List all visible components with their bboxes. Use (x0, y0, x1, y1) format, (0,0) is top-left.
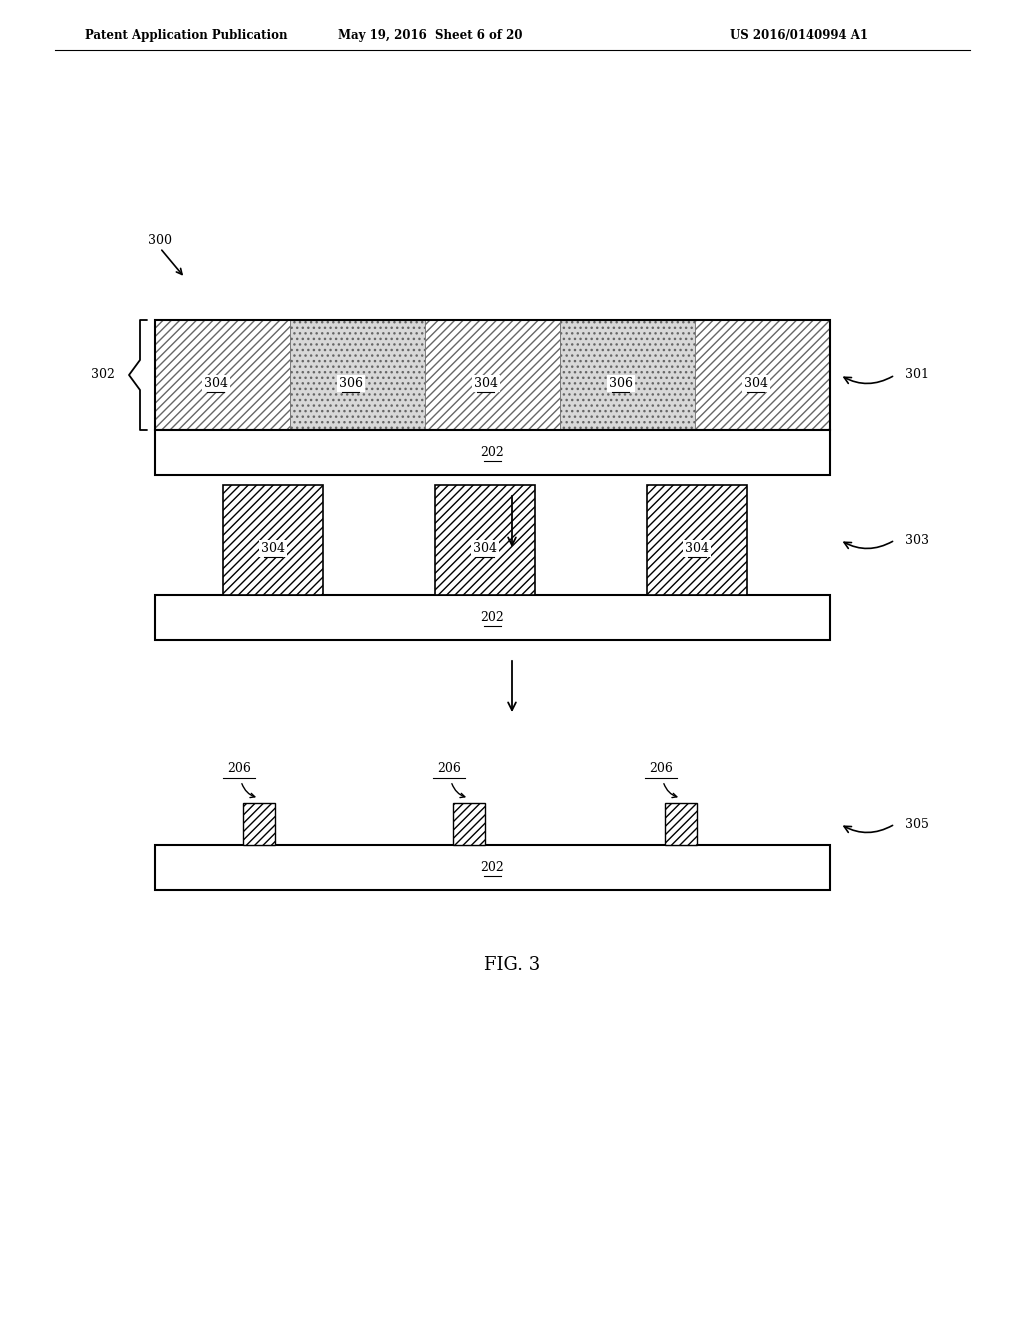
Text: 304: 304 (685, 543, 709, 556)
Text: Patent Application Publication: Patent Application Publication (85, 29, 288, 41)
Bar (695, 319, 830, 430)
Text: 202: 202 (480, 611, 505, 624)
Text: May 19, 2016  Sheet 6 of 20: May 19, 2016 Sheet 6 of 20 (338, 29, 522, 41)
Text: 304: 304 (261, 543, 285, 556)
Text: FIG. 3: FIG. 3 (484, 956, 540, 974)
Text: 300: 300 (148, 234, 172, 247)
Text: 202: 202 (480, 861, 505, 874)
Text: 305: 305 (905, 817, 929, 830)
Text: 206: 206 (437, 763, 461, 776)
Bar (155, 430, 830, 475)
Bar (155, 319, 290, 430)
Text: 306: 306 (608, 378, 633, 391)
Text: 303: 303 (905, 533, 929, 546)
Text: 306: 306 (339, 378, 362, 391)
Bar (223, 484, 323, 595)
Bar (453, 803, 485, 845)
Text: 206: 206 (227, 763, 251, 776)
Text: 302: 302 (91, 368, 115, 381)
Text: 206: 206 (649, 763, 673, 776)
Bar (243, 803, 275, 845)
Bar (425, 319, 560, 430)
Text: 301: 301 (905, 368, 929, 381)
Text: 304: 304 (743, 378, 768, 391)
Text: US 2016/0140994 A1: US 2016/0140994 A1 (730, 29, 868, 41)
Text: 304: 304 (474, 378, 498, 391)
Bar (155, 319, 830, 430)
Bar (155, 845, 830, 890)
Text: 304: 304 (473, 543, 497, 556)
Bar (665, 803, 697, 845)
Bar (290, 319, 425, 430)
Bar (435, 484, 535, 595)
Bar (155, 595, 830, 640)
Bar (647, 484, 746, 595)
Bar (560, 319, 695, 430)
Text: 202: 202 (480, 446, 505, 459)
Text: 304: 304 (204, 378, 227, 391)
